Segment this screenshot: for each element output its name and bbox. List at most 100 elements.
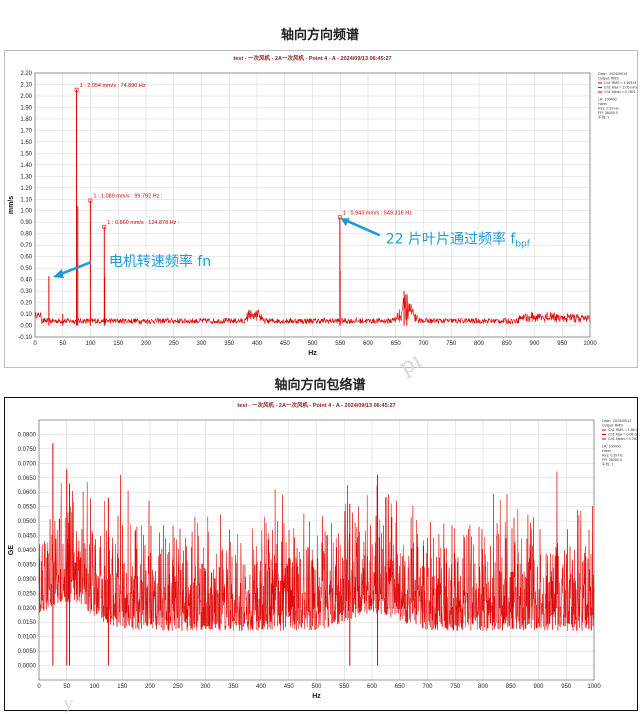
x-tick-label: 0 <box>37 684 41 690</box>
x-tick-label: 0 <box>33 341 37 347</box>
y-tick-label: 0.0700 <box>18 461 37 467</box>
legend-series: Ch1 RMS = 1.86 GE <box>608 428 637 432</box>
x-tick-label: 550 <box>339 684 350 690</box>
legend-line: 平均: 1 <box>598 115 609 120</box>
x-tick-label: 950 <box>561 684 572 690</box>
x-tick-label: 250 <box>169 341 180 347</box>
y-tick-label: 0.0100 <box>18 635 37 641</box>
legend-line: Res: 0.39 Hz <box>602 454 623 458</box>
legend-line: Hann <box>602 449 611 453</box>
legend-series: Ch1 Max = 0.08 GE <box>608 433 637 437</box>
y-tick-label: 2.00 <box>20 94 32 100</box>
y-tick-label: 1.20 <box>20 186 32 192</box>
y-tick-label: 1.60 <box>20 140 32 146</box>
y-tick-label: 1.40 <box>20 163 32 169</box>
y-tick-label: 0.0450 <box>18 534 37 540</box>
envelope-chart-panel: test - 一次风机 - 2A一次风机 - Point 4 - A - 202… <box>4 397 638 711</box>
watermark-text-bottom: y <box>64 694 74 713</box>
x-tick-label: 200 <box>145 684 156 690</box>
y-tick-label: 2.20 <box>20 71 32 77</box>
x-tick-label: 750 <box>450 684 461 690</box>
x-tick-label: 700 <box>422 684 433 690</box>
x-tick-label: 550 <box>335 341 346 347</box>
legend-series: Ch1 Max = 2.05 mm/s <box>604 86 637 90</box>
y-tick-label: 0.20 <box>20 301 32 307</box>
x-tick-label: 350 <box>228 684 239 690</box>
x-tick-label: 600 <box>363 341 374 347</box>
callout-arrow <box>57 260 92 277</box>
series-line <box>34 294 591 325</box>
y-tick-label: 0.30 <box>20 289 32 295</box>
legend-line: Date：2024/09/13 <box>602 419 631 423</box>
legend-series: Ch1 Mean = 0.7801 <box>608 437 637 441</box>
y-tick-label: 0.0600 <box>18 490 37 496</box>
y-tick-label: 1.50 <box>20 151 32 157</box>
callout-arrowhead <box>52 269 64 279</box>
chart-title: test - 一次风机 - 2A一次风机 - Point 4 - A - 202… <box>233 54 391 62</box>
x-tick-label: 750 <box>446 341 457 347</box>
peak-annotation: 1 : 0.860 mm/s : 124.878 Hz : <box>107 220 180 226</box>
y-tick-label: 1.70 <box>20 128 32 134</box>
peak-annotation: 1 : 2.054 mm/s : 74.890 Hz <box>80 83 146 89</box>
x-tick-label: 100 <box>85 341 96 347</box>
x-axis-label: Hz <box>312 693 321 700</box>
y-tick-label: 0.90 <box>20 220 32 226</box>
x-tick-label: 950 <box>557 341 568 347</box>
y-tick-label: 1.30 <box>20 174 32 180</box>
peak-marker <box>74 87 79 92</box>
y-tick-label: 0.40 <box>20 278 32 284</box>
x-tick-label: 700 <box>418 341 429 347</box>
x-tick-label: 500 <box>307 341 318 347</box>
x-tick-label: 850 <box>502 341 513 347</box>
plot-frame <box>38 419 595 681</box>
y-tick-label: -0.10 <box>18 335 32 341</box>
x-tick-label: 200 <box>141 341 152 347</box>
plot-frame <box>34 72 591 338</box>
envelope-chart: test - 一次风机 - 2A一次风机 - Point 4 - A - 202… <box>8 401 637 700</box>
y-tick-label: 0.0150 <box>18 620 37 626</box>
x-axis-label: Hz <box>308 350 317 357</box>
y-tick-label: 0.0750 <box>18 447 37 453</box>
legend-line: LR: 100400 <box>598 98 617 102</box>
legend-line: Res: 0.39 Hz <box>598 107 619 111</box>
legend-line: Output: RMS <box>602 424 623 428</box>
x-tick-label: 900 <box>529 341 540 347</box>
legend-line: FR: 36000.0 <box>602 458 622 462</box>
y-tick-label: 1.90 <box>20 105 32 111</box>
y-tick-label: 0.60 <box>20 255 32 261</box>
legend-series: Ch1 Mean = 0.7801 <box>604 90 636 94</box>
callout-arrowhead <box>340 218 350 227</box>
x-tick-label: 150 <box>113 341 124 347</box>
y-tick-label: 0.0550 <box>18 505 37 511</box>
y-tick-label: 0.0800 <box>18 432 37 438</box>
callout-blade-pass: 22 片叶片通过频率 fbpf <box>386 230 531 249</box>
y-tick-label: 1.10 <box>20 197 32 203</box>
legend-line: LR: 100400 <box>602 445 621 449</box>
y-tick-label: 0.70 <box>20 243 32 249</box>
x-tick-label: 650 <box>395 684 406 690</box>
peak-marker <box>102 224 107 229</box>
x-tick-label: 350 <box>224 341 235 347</box>
legend-line: Hann <box>598 102 607 106</box>
callout-motor-speed: 电机转速频率 fn <box>109 253 211 270</box>
x-tick-label: 50 <box>63 684 70 690</box>
peak-marker <box>337 215 342 220</box>
y-tick-label: 0.0650 <box>18 476 37 482</box>
y-tick-label: 0.0400 <box>18 548 37 554</box>
y-tick-label: 0.80 <box>20 232 32 238</box>
y-tick-label: 1.80 <box>20 117 32 123</box>
x-tick-label: 300 <box>196 341 207 347</box>
x-tick-label: 100 <box>89 684 100 690</box>
x-tick-label: 400 <box>252 341 263 347</box>
x-tick-label: 400 <box>256 684 267 690</box>
x-tick-label: 500 <box>311 684 322 690</box>
y-tick-label: 1.00 <box>20 209 32 215</box>
x-tick-label: 250 <box>173 684 184 690</box>
x-tick-label: 850 <box>506 684 517 690</box>
legend-line: Date：2024/09/13 <box>598 72 627 76</box>
y-tick-label: 2.10 <box>20 82 32 88</box>
x-tick-label: 800 <box>478 684 489 690</box>
y-tick-label: 0.00 <box>20 324 32 330</box>
legend-line: 平均: 1 <box>602 462 613 467</box>
series-line <box>38 471 595 632</box>
